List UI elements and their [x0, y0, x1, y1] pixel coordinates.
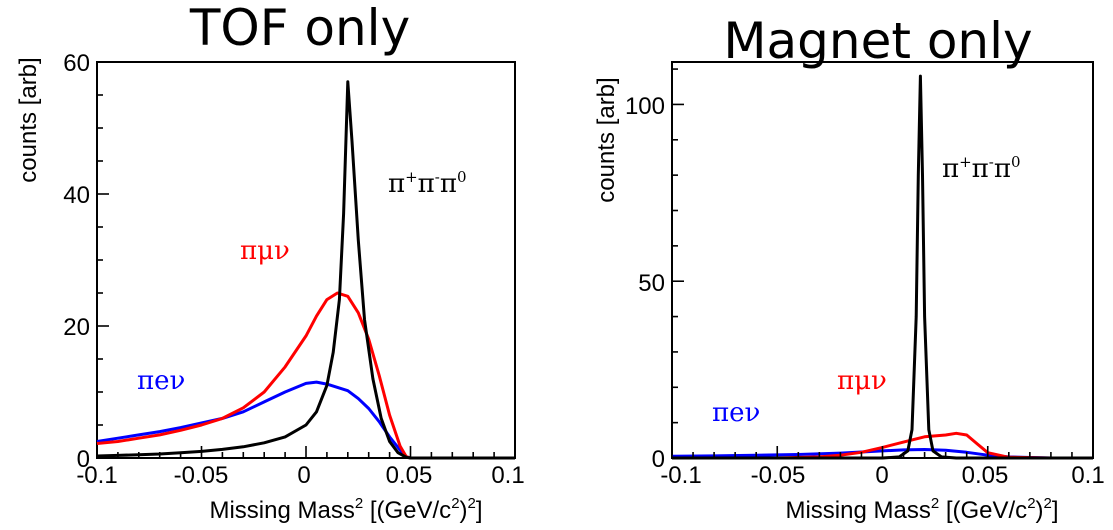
chart-tof-ytick: 0 — [77, 446, 90, 473]
chart-tof-xtick: -0.1 — [76, 462, 117, 489]
chart-tof-label-pimunu: πμν — [240, 236, 290, 266]
chart-tof-label-pipipi: π+π-π0 — [388, 168, 466, 199]
chart-tof-label-pienu: πeν — [137, 366, 185, 396]
chart-magnet: Magnet only 0 50 100 -0.1 -0.05 0 0.05 0… — [593, 12, 1105, 524]
chart-tof-plot-area — [96, 80, 515, 460]
chart-magnet-xtick: 0.1 — [1071, 462, 1104, 489]
chart-tof-xtick: 0.1 — [491, 462, 524, 489]
chart-magnet-ytick: 50 — [638, 270, 665, 297]
chart-magnet-xtick: -0.05 — [751, 462, 806, 489]
chart-magnet-title: Magnet only — [723, 12, 1032, 70]
chart-tof-series-pipipi — [96, 80, 515, 460]
chart-magnet-ticks — [671, 68, 1094, 459]
chart-magnet-ytick: 100 — [625, 93, 665, 120]
chart-tof-title: TOF only — [189, 0, 410, 57]
chart-tof-ytick: 20 — [63, 314, 90, 341]
chart-tof: TOF only 0 20 40 60 -0.1 -0.05 0 0.05 0.… — [15, 0, 525, 524]
chart-magnet-xtick: 0.05 — [962, 462, 1009, 489]
chart-tof-ytick: 40 — [63, 182, 90, 209]
chart-magnet-series-pimunu — [672, 431, 1093, 460]
chart-tof-ylabel: counts [arb] — [15, 57, 42, 182]
chart-tof-xlabel: Missing Mass2 [(GeV/c2)2] — [209, 495, 482, 524]
chart-magnet-label-pipipi: π+π-π0 — [942, 153, 1020, 184]
chart-magnet-label-pimunu: πμν — [837, 366, 887, 396]
chart-magnet-xtick: 0 — [875, 462, 888, 489]
chart-magnet-label-pienu: πeν — [712, 398, 760, 428]
chart-tof-ticks — [96, 61, 516, 459]
chart-magnet-ylabel: counts [arb] — [593, 77, 620, 202]
chart-tof-xtick: 0.05 — [386, 462, 433, 489]
chart-magnet-ytick: 0 — [652, 446, 665, 473]
chart-magnet-xlabel: Missing Mass2 [(GeV/c2)2] — [785, 495, 1058, 524]
chart-tof-ytick: 60 — [63, 50, 90, 77]
chart-tof-frame — [96, 61, 516, 459]
chart-magnet-xtick: -0.1 — [660, 462, 701, 489]
chart-tof-xtick: -0.05 — [174, 462, 229, 489]
chart-tof-xtick: 0 — [297, 462, 310, 489]
